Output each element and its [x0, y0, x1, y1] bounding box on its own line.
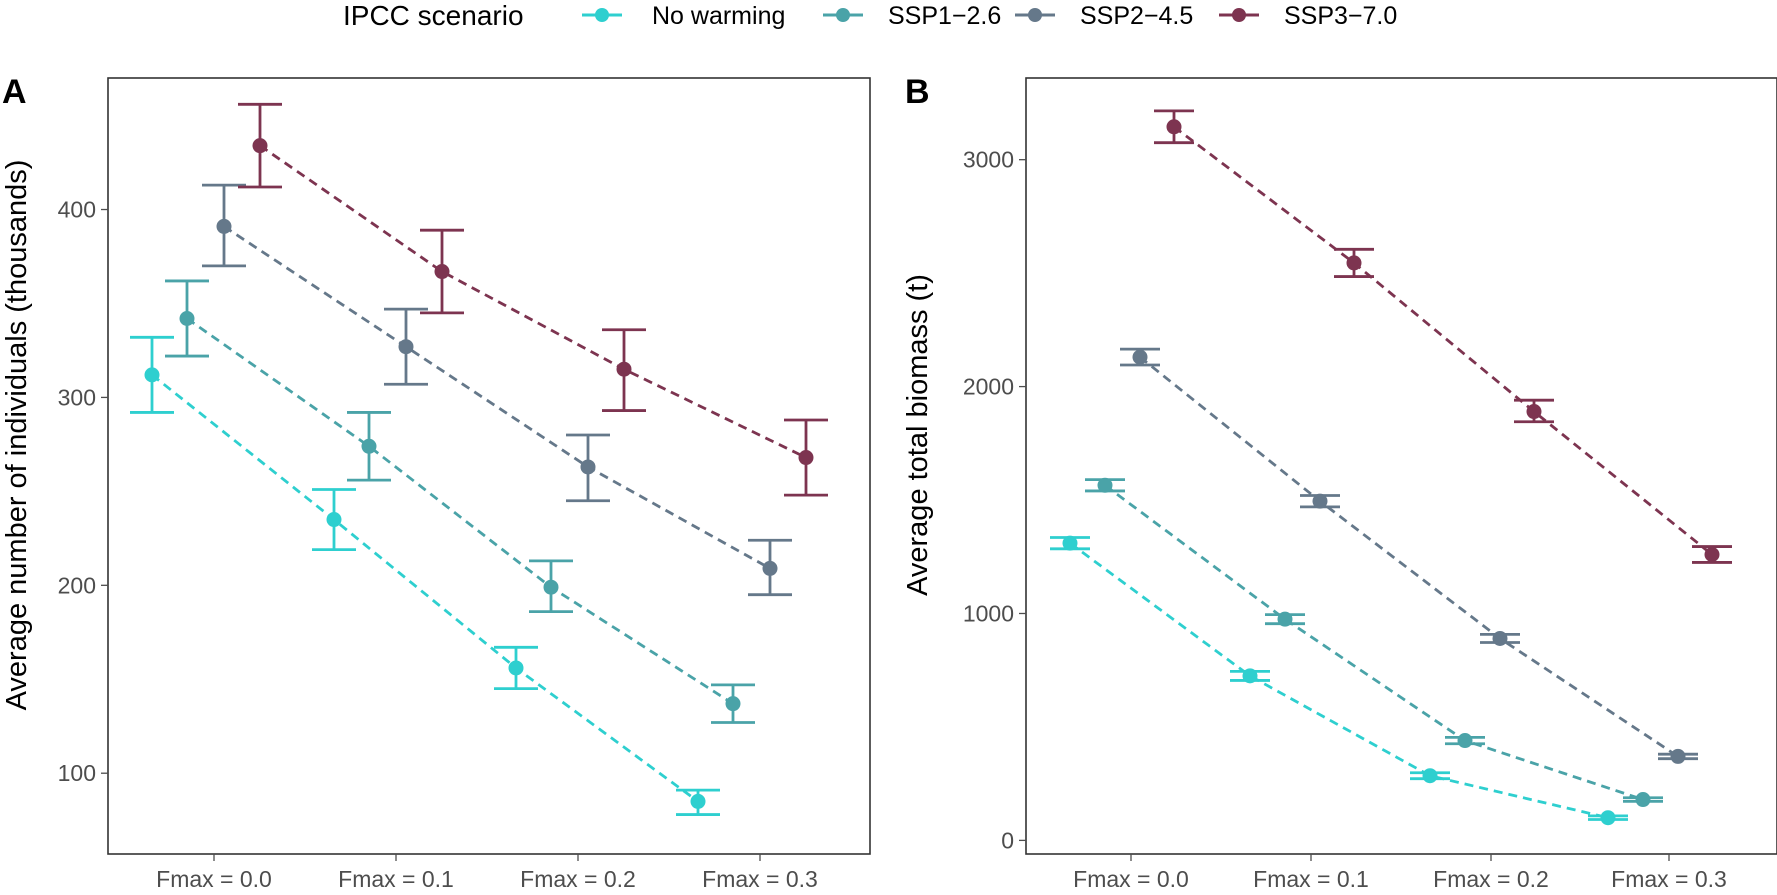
data-point [1312, 493, 1328, 509]
data-point [616, 361, 632, 377]
data-point [1242, 668, 1258, 684]
y-tick-label: 100 [58, 760, 96, 786]
series-line [1139, 355, 1679, 758]
data-point [762, 560, 778, 576]
data-point [1457, 733, 1473, 749]
legend-item-ssp2-4-5: SSP2−4.5 [1015, 2, 1193, 30]
plot-marks [1050, 109, 1732, 826]
x-tick-label: Fmax = 0.1 [338, 866, 454, 892]
x-tick-label: Fmax = 0.1 [1253, 866, 1369, 892]
data-point [1346, 255, 1362, 271]
series-ssp3-7-0 [1154, 109, 1732, 564]
y-tick-label: 1000 [963, 600, 1014, 626]
data-point [252, 138, 268, 154]
data-point [690, 793, 706, 809]
legend-label-ssp2-4-5: SSP2−4.5 [1080, 2, 1193, 30]
x-tick-label: Fmax = 0.0 [1073, 866, 1189, 892]
data-point [398, 339, 414, 355]
data-point [1704, 546, 1720, 562]
data-point [434, 264, 450, 280]
plot-frame [1025, 77, 1777, 855]
x-axis: Fmax = 0.0 Fmax = 0.1 Fmax = 0.2 Fmax = 0.3 [156, 854, 818, 892]
series-ssp2-4-5 [1120, 347, 1698, 764]
series-ssp2-4-5 [202, 183, 792, 597]
series-ssp1-2-6 [165, 279, 755, 724]
panel-label: A [2, 73, 27, 111]
series-line [1069, 542, 1609, 820]
y-tick-label: 300 [58, 384, 96, 410]
legend-title: IPCC scenario [343, 0, 524, 31]
data-point [1635, 792, 1651, 808]
legend-label-ssp3-7-0: SSP3−7.0 [1284, 2, 1397, 30]
y-axis: 100 200 300 400 [58, 197, 108, 786]
data-point [1277, 611, 1293, 627]
series-line [259, 144, 807, 459]
y-tick-label: 400 [58, 197, 96, 223]
data-point [1062, 535, 1078, 551]
series-ssp1-2-6 [1085, 477, 1663, 808]
legend-swatch-point [836, 8, 850, 22]
plot-frame [107, 77, 871, 855]
series-line [186, 317, 734, 705]
data-point [1422, 768, 1438, 784]
data-point [798, 450, 814, 466]
data-point [144, 367, 160, 383]
series-line [1104, 484, 1644, 801]
data-point [1600, 810, 1616, 826]
data-point [543, 579, 559, 595]
legend-swatch-point [1232, 8, 1246, 22]
data-point [508, 660, 524, 676]
y-axis-label: Average number of individuals (thousands… [1, 160, 33, 711]
y-tick-label: 0 [1001, 827, 1014, 853]
series-no-warming [130, 335, 720, 816]
data-point [361, 438, 377, 454]
legend-label-no-warming: No warming [652, 2, 785, 30]
y-tick-label: 3000 [963, 147, 1014, 173]
legend-swatch-point [595, 8, 609, 22]
data-point [179, 311, 195, 327]
data-point [580, 459, 596, 475]
series-ssp3-7-0 [238, 102, 828, 497]
x-tick-label: Fmax = 0.2 [520, 866, 636, 892]
legend-item-ssp3-7-0: SSP3−7.0 [1219, 2, 1397, 30]
data-point [326, 512, 342, 528]
data-point [1132, 349, 1148, 365]
series-line [1173, 125, 1713, 556]
data-point [725, 696, 741, 712]
panel-a: A Average number of individuals (thousan… [1, 73, 871, 892]
legend-item-no-warming: No warming [582, 2, 785, 30]
y-tick-label: 200 [58, 572, 96, 598]
x-tick-label: Fmax = 0.0 [156, 866, 272, 892]
series-line [151, 373, 699, 803]
series-no-warming [1050, 535, 1628, 826]
x-tick-label: Fmax = 0.2 [1433, 866, 1549, 892]
legend: IPCC scenario No warming SSP1−2.6 SSP2−4… [343, 0, 1397, 31]
x-tick-label: Fmax = 0.3 [1611, 866, 1727, 892]
legend-item-ssp1-2-6: SSP1−2.6 [823, 2, 1001, 30]
data-point [1166, 119, 1182, 135]
x-axis: Fmax = 0.0 Fmax = 0.1 Fmax = 0.2 Fmax = 0.3 [1073, 854, 1727, 892]
data-point [1526, 404, 1542, 420]
y-axis: 0 1000 2000 3000 [963, 147, 1026, 853]
legend-label-ssp1-2-6: SSP1−2.6 [888, 2, 1001, 30]
data-point [216, 218, 232, 234]
x-tick-label: Fmax = 0.3 [702, 866, 818, 892]
legend-swatch-point [1028, 8, 1042, 22]
y-axis-label: Average total biomass (t) [902, 274, 934, 596]
panel-b: B Average total biomass (t) 0 1000 2000 300… [902, 73, 1777, 892]
plot-marks [130, 102, 828, 816]
data-point [1492, 630, 1508, 646]
panel-label: B [905, 73, 930, 111]
data-point [1097, 477, 1113, 493]
data-point [1670, 748, 1686, 764]
y-tick-label: 2000 [963, 374, 1014, 400]
series-line [223, 225, 771, 570]
